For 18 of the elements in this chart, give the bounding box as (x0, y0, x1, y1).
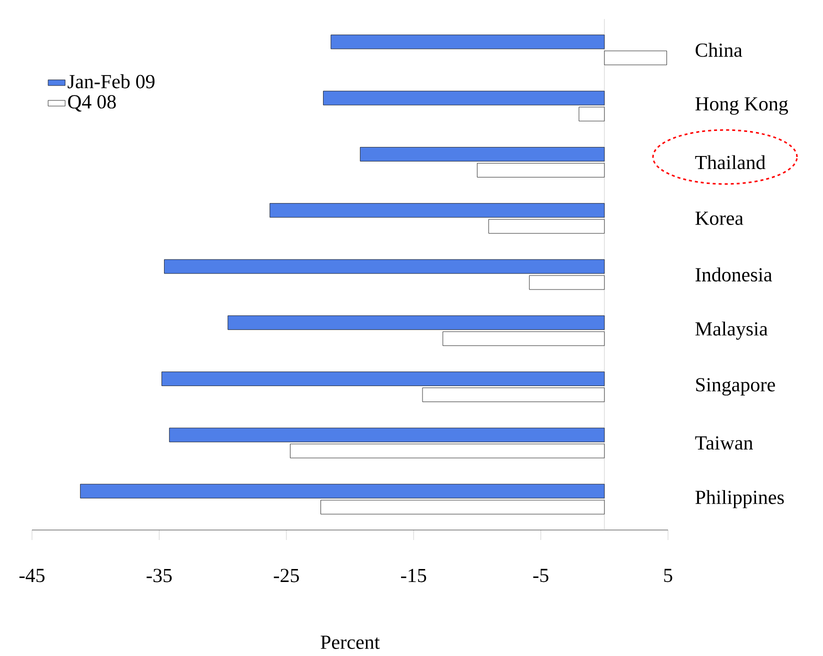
x-tick-label: -35 (146, 569, 172, 582)
x-tick-label: -15 (401, 569, 426, 582)
y-tick-label: Korea (695, 212, 744, 226)
legend-label: Jan-Feb 09 (68, 74, 154, 89)
x-axis-title: Percent (320, 636, 380, 650)
y-tick-label: Hong Kong (695, 98, 788, 115)
y-tick-label: Malaysia (695, 322, 768, 340)
x-tick-label: -5 (533, 569, 548, 582)
x-tick-label: -45 (19, 569, 45, 582)
legend-label: Q4 08 (68, 95, 116, 112)
y-tick-label: Thailand (695, 155, 766, 170)
y-tick-label: Indonesia (696, 268, 772, 282)
y-tick-label: Philippines (695, 490, 784, 508)
y-tick-label: Taiwan (695, 436, 753, 450)
x-tick-label: 5 (664, 569, 672, 582)
x-tick-label: -25 (274, 569, 299, 582)
y-tick-label: Singapore (696, 378, 775, 396)
y-tick-label: China (696, 43, 742, 58)
